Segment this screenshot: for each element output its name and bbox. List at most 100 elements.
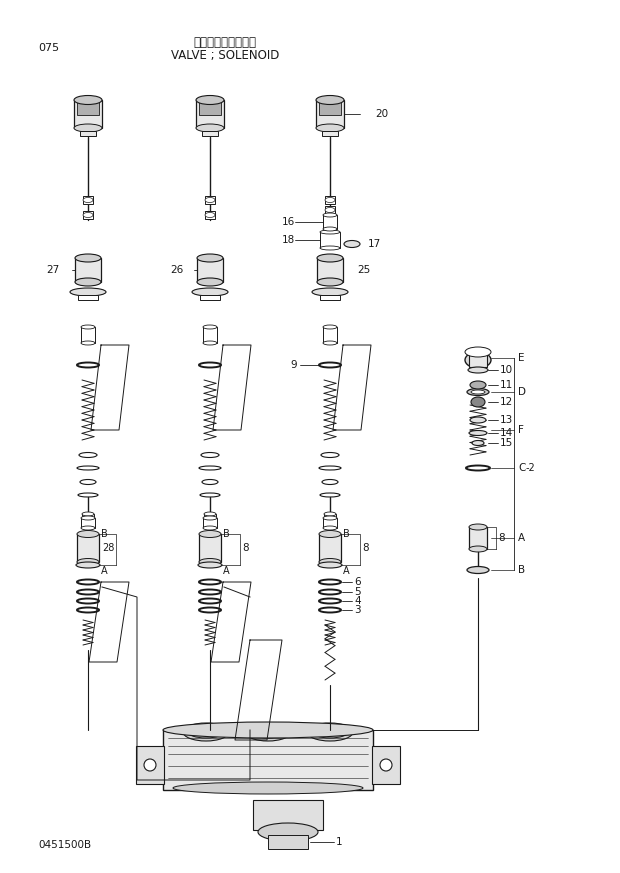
- Ellipse shape: [203, 325, 217, 329]
- Ellipse shape: [205, 197, 215, 203]
- Ellipse shape: [199, 531, 221, 538]
- Ellipse shape: [203, 526, 217, 530]
- Bar: [317, 258, 343, 282]
- Ellipse shape: [144, 759, 156, 771]
- Ellipse shape: [203, 341, 217, 345]
- Ellipse shape: [471, 397, 485, 407]
- Text: F: F: [518, 425, 524, 435]
- Bar: [77, 101, 99, 115]
- Bar: [77, 534, 99, 562]
- Text: A: A: [343, 566, 350, 576]
- Ellipse shape: [307, 723, 353, 741]
- Text: 8: 8: [498, 533, 505, 543]
- Ellipse shape: [203, 516, 217, 520]
- Bar: [204, 514, 216, 522]
- Text: D: D: [518, 387, 526, 397]
- Text: -2: -2: [526, 463, 536, 473]
- Ellipse shape: [323, 227, 337, 231]
- Ellipse shape: [70, 288, 106, 296]
- Ellipse shape: [197, 278, 223, 286]
- Bar: [323, 215, 337, 229]
- Ellipse shape: [204, 512, 216, 516]
- Ellipse shape: [204, 520, 216, 524]
- Text: 1: 1: [336, 837, 343, 847]
- Text: 8: 8: [242, 543, 249, 553]
- Bar: [81, 327, 95, 343]
- Text: 20: 20: [375, 109, 388, 119]
- Ellipse shape: [472, 441, 484, 445]
- Text: A: A: [101, 566, 108, 576]
- Text: B: B: [518, 565, 525, 575]
- Ellipse shape: [198, 562, 222, 568]
- Ellipse shape: [81, 516, 95, 520]
- Text: 075: 075: [38, 43, 59, 53]
- Ellipse shape: [77, 466, 99, 470]
- Ellipse shape: [312, 726, 348, 738]
- Ellipse shape: [321, 452, 339, 457]
- Ellipse shape: [77, 531, 99, 538]
- Ellipse shape: [323, 516, 337, 520]
- Ellipse shape: [74, 95, 102, 105]
- Text: E: E: [518, 353, 525, 363]
- Text: 4: 4: [354, 596, 361, 606]
- Ellipse shape: [81, 341, 95, 345]
- Ellipse shape: [316, 124, 344, 132]
- Ellipse shape: [319, 559, 341, 566]
- Bar: [253, 800, 323, 830]
- Bar: [469, 527, 487, 549]
- Ellipse shape: [465, 347, 491, 357]
- Text: 3: 3: [354, 605, 361, 615]
- Ellipse shape: [75, 278, 101, 286]
- Ellipse shape: [79, 452, 97, 457]
- Ellipse shape: [467, 388, 489, 395]
- Text: 17: 17: [368, 239, 381, 249]
- Ellipse shape: [78, 493, 98, 497]
- Bar: [319, 101, 341, 115]
- Ellipse shape: [323, 213, 337, 217]
- Text: 9: 9: [290, 360, 296, 370]
- Bar: [199, 101, 221, 115]
- Text: 8: 8: [362, 543, 369, 553]
- Ellipse shape: [83, 212, 93, 217]
- Bar: [205, 196, 215, 204]
- Ellipse shape: [199, 466, 221, 470]
- Ellipse shape: [258, 823, 318, 841]
- Bar: [74, 100, 102, 128]
- Text: B: B: [101, 529, 108, 539]
- Ellipse shape: [192, 288, 228, 296]
- Text: B: B: [343, 529, 350, 539]
- Text: C: C: [518, 463, 525, 473]
- Text: A: A: [223, 566, 229, 576]
- Bar: [75, 258, 101, 282]
- Ellipse shape: [196, 95, 224, 105]
- Text: バルブ；ソレノイド: バルブ；ソレノイド: [193, 37, 257, 50]
- Bar: [316, 100, 344, 128]
- Ellipse shape: [470, 381, 486, 389]
- Ellipse shape: [465, 352, 491, 368]
- Bar: [203, 327, 217, 343]
- Text: 27: 27: [46, 265, 60, 275]
- Bar: [83, 211, 93, 219]
- Ellipse shape: [317, 278, 343, 286]
- Bar: [469, 353, 487, 367]
- Bar: [196, 100, 224, 128]
- Ellipse shape: [76, 562, 100, 568]
- Bar: [83, 196, 93, 204]
- Ellipse shape: [197, 254, 223, 262]
- Ellipse shape: [469, 546, 487, 552]
- Ellipse shape: [471, 390, 485, 394]
- Ellipse shape: [173, 782, 363, 794]
- Bar: [325, 196, 335, 204]
- Bar: [80, 130, 96, 135]
- Ellipse shape: [202, 479, 218, 485]
- Bar: [136, 746, 164, 784]
- Bar: [323, 518, 337, 528]
- Ellipse shape: [469, 430, 487, 436]
- Bar: [319, 534, 341, 562]
- Bar: [203, 518, 217, 528]
- Text: 25: 25: [357, 265, 370, 275]
- Bar: [82, 514, 94, 522]
- Ellipse shape: [77, 559, 99, 566]
- Ellipse shape: [163, 722, 373, 738]
- Ellipse shape: [380, 759, 392, 771]
